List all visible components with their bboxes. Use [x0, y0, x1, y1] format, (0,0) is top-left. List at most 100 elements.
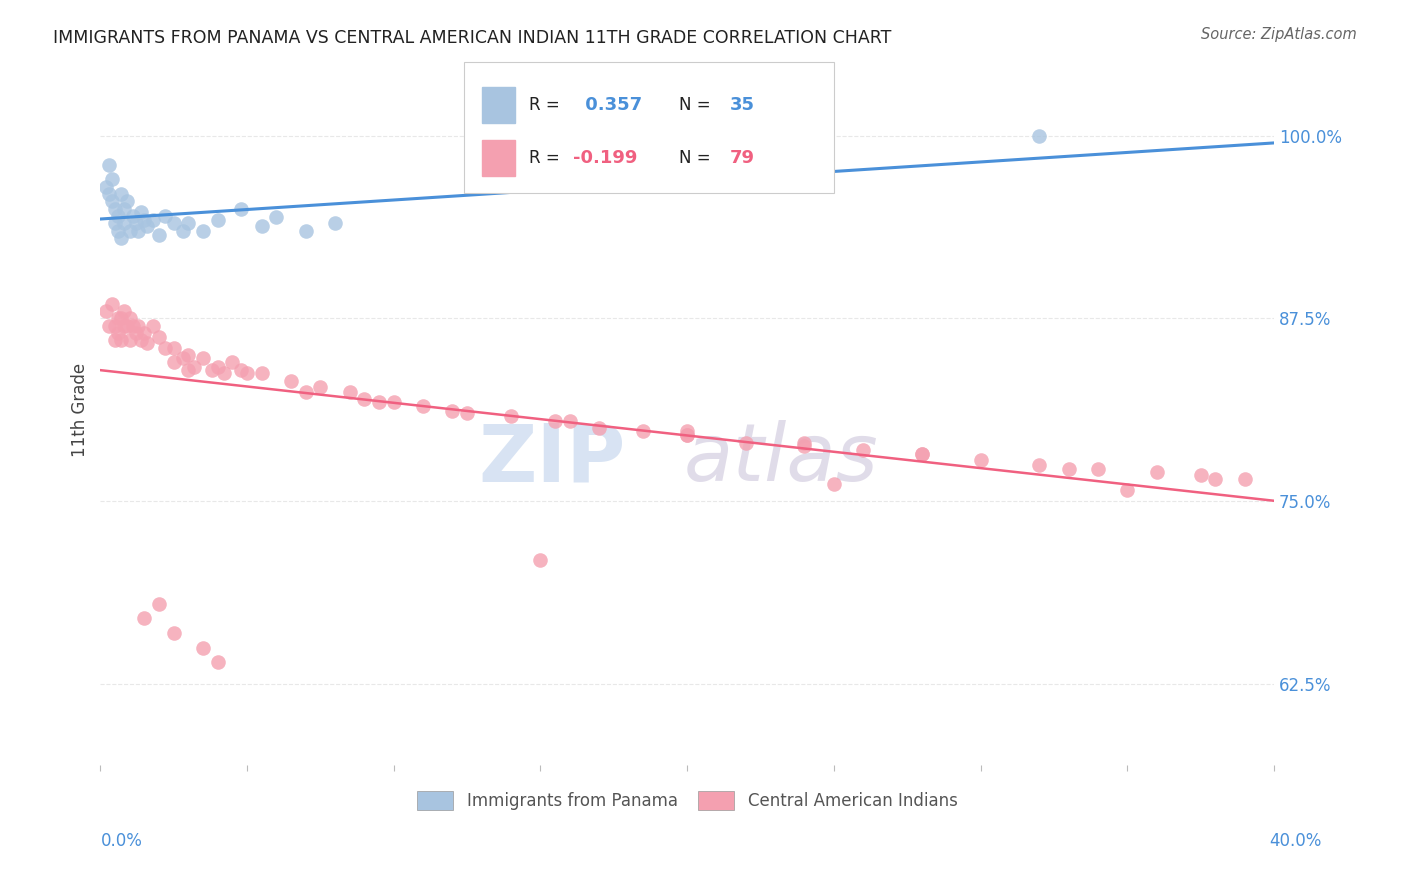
Point [110, 311, 132, 326]
Point [529, 553, 551, 567]
Point [294, 224, 316, 238]
Point [266, 211, 288, 225]
Point [118, 334, 141, 348]
Point [1057, 462, 1080, 476]
Point [412, 399, 434, 413]
Text: 79: 79 [730, 149, 755, 167]
Point [121, 318, 143, 333]
Point [1028, 458, 1050, 472]
Point [201, 362, 224, 376]
Point [207, 655, 229, 669]
Point [101, 172, 124, 186]
Text: 40.0%: 40.0% [1270, 831, 1322, 849]
Point [124, 326, 146, 340]
Point [136, 336, 159, 351]
Legend: Immigrants from Panama, Central American Indians: Immigrants from Panama, Central American… [411, 784, 965, 816]
Point [1146, 465, 1168, 479]
Point [104, 216, 127, 230]
Point [142, 318, 165, 333]
Text: IMMIGRANTS FROM PANAMA VS CENTRAL AMERICAN INDIAN 11TH GRADE CORRELATION CHART: IMMIGRANTS FROM PANAMA VS CENTRAL AMERIC… [53, 29, 891, 46]
Point [131, 204, 153, 219]
FancyBboxPatch shape [464, 62, 834, 194]
Point [501, 409, 523, 424]
Point [969, 453, 991, 467]
Point [309, 380, 332, 394]
Text: R =: R = [529, 149, 565, 167]
Point [163, 341, 186, 355]
Point [163, 626, 186, 640]
Point [118, 224, 141, 238]
Point [110, 334, 132, 348]
Point [163, 216, 186, 230]
Point [1204, 472, 1226, 486]
Point [148, 330, 170, 344]
Point [1116, 483, 1139, 497]
Point [172, 224, 194, 238]
Text: R =: R = [529, 95, 565, 114]
Point [115, 194, 138, 209]
Point [104, 202, 127, 216]
Point [280, 374, 302, 388]
Point [136, 219, 159, 234]
Text: 0.357: 0.357 [579, 95, 643, 114]
Point [823, 476, 845, 491]
Point [124, 216, 146, 230]
Point [112, 304, 135, 318]
Point [323, 216, 346, 230]
Point [456, 407, 478, 421]
Point [121, 209, 143, 223]
Point [236, 366, 259, 380]
Point [191, 224, 214, 238]
Point [339, 384, 361, 399]
Point [128, 318, 150, 333]
Point [558, 414, 581, 428]
Point [134, 611, 156, 625]
Text: atlas: atlas [683, 420, 879, 499]
Point [852, 443, 875, 458]
Text: N =: N = [679, 149, 716, 167]
Point [1028, 128, 1050, 143]
Point [153, 341, 176, 355]
Point [368, 394, 391, 409]
Point [110, 187, 132, 202]
Point [544, 414, 567, 428]
Point [112, 202, 135, 216]
Point [163, 355, 186, 369]
Point [112, 216, 135, 230]
Point [911, 447, 934, 461]
Text: 0.0%: 0.0% [101, 831, 143, 849]
Point [98, 318, 121, 333]
Point [148, 597, 170, 611]
FancyBboxPatch shape [482, 87, 515, 122]
Point [177, 216, 200, 230]
Point [131, 334, 153, 348]
Point [631, 424, 654, 438]
Point [588, 421, 610, 435]
Y-axis label: 11th Grade: 11th Grade [72, 363, 89, 457]
Text: ZIP: ZIP [478, 420, 626, 499]
Point [191, 640, 214, 655]
Point [793, 435, 815, 450]
Point [231, 362, 253, 376]
Point [1233, 472, 1256, 486]
Point [207, 359, 229, 374]
Point [134, 326, 156, 340]
Point [101, 297, 124, 311]
FancyBboxPatch shape [482, 140, 515, 176]
Point [98, 158, 121, 172]
Point [212, 366, 235, 380]
Point [353, 392, 375, 406]
Point [221, 355, 243, 369]
Point [110, 231, 132, 245]
Point [1087, 462, 1109, 476]
Point [1189, 467, 1212, 482]
Text: -0.199: -0.199 [574, 149, 638, 167]
Point [734, 435, 756, 450]
Point [294, 384, 316, 399]
Point [104, 334, 127, 348]
Point [207, 213, 229, 227]
Point [107, 224, 129, 238]
Point [101, 194, 124, 209]
Point [112, 318, 135, 333]
Point [231, 202, 253, 216]
